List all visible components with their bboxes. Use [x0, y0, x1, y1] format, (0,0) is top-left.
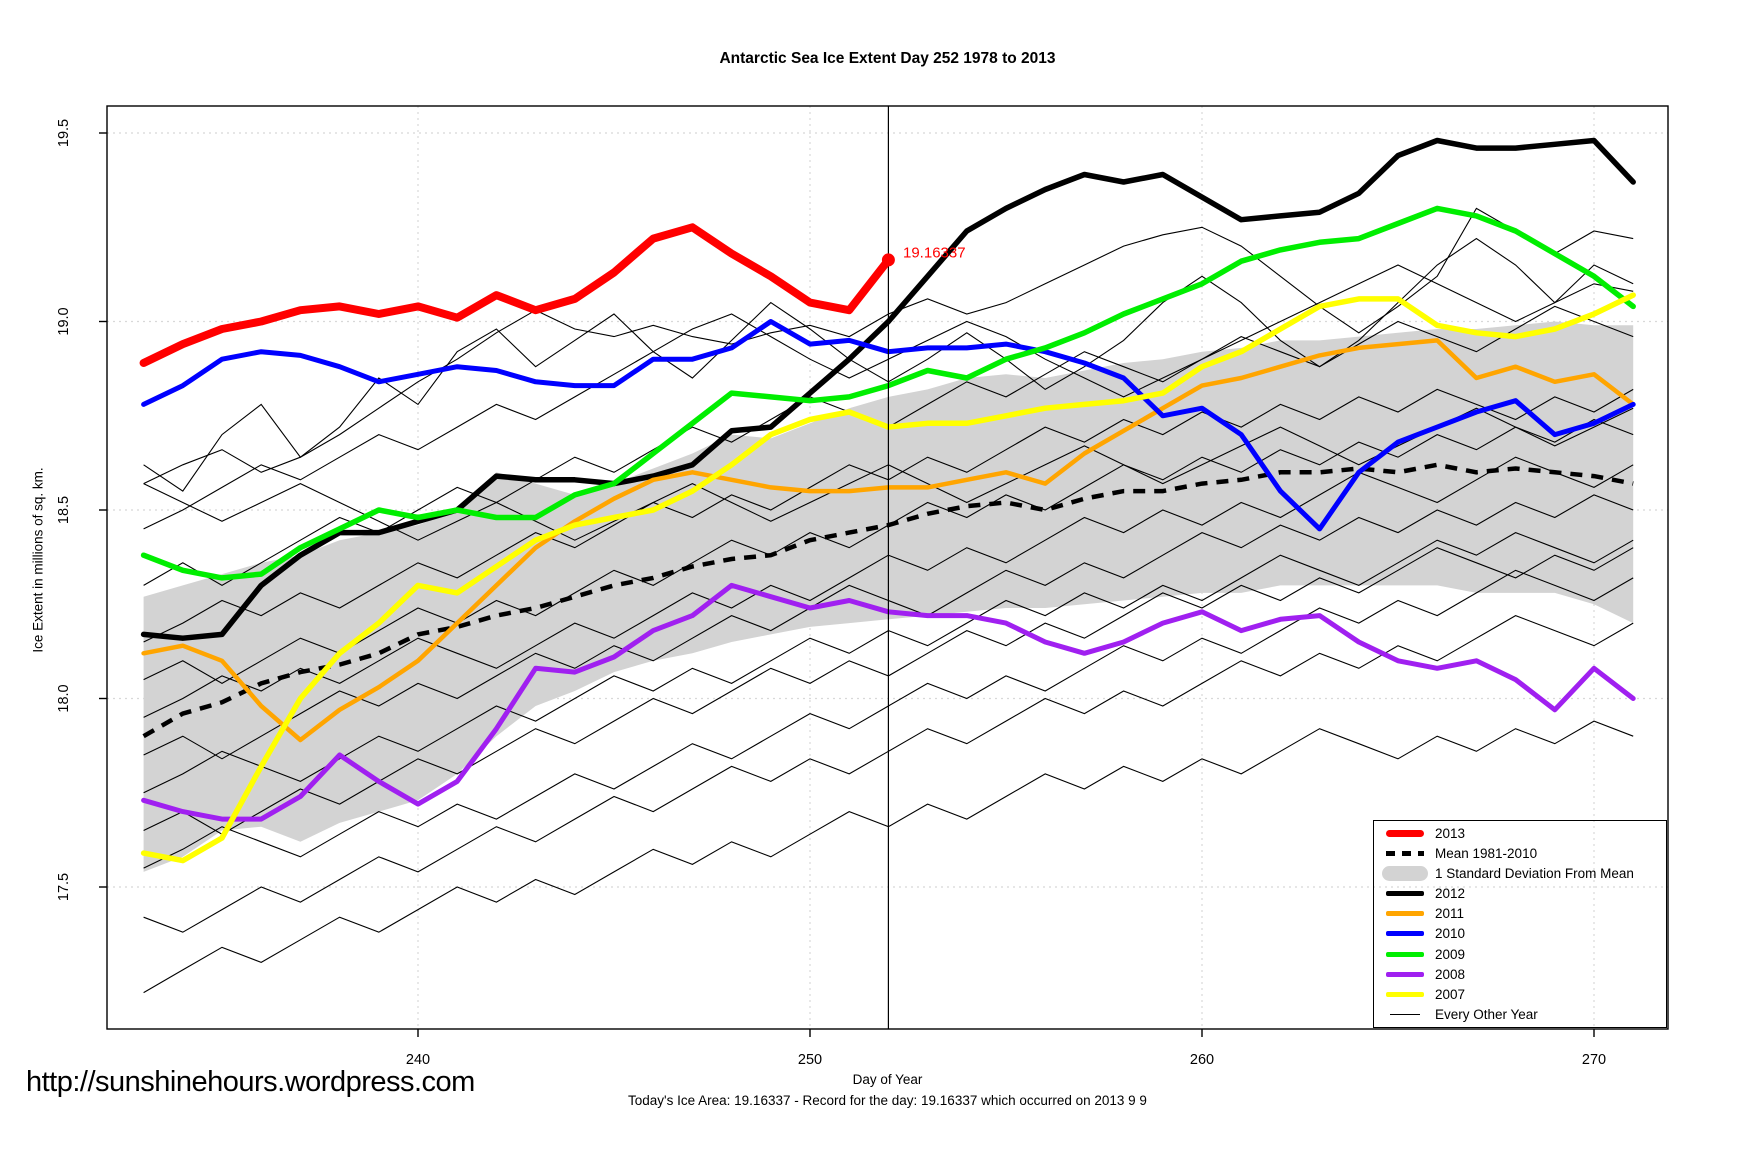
legend-item-2011: 2011 — [1374, 904, 1666, 923]
status-line: Today's Ice Area: 19.16337 - Record for … — [628, 1093, 1147, 1108]
legend-item-every-other-year: Every Other Year — [1374, 1005, 1666, 1024]
legend-item-2012: 2012 — [1374, 884, 1666, 903]
x-tick-label: 260 — [1190, 1052, 1214, 1068]
y-tick-label: 19.5 — [56, 119, 72, 147]
legend-box: 2013 Mean 1981-2010 1 Standard Deviation F… — [1373, 820, 1667, 1028]
record-value-annotation: 19.16337 — [903, 244, 966, 262]
x-tick-label: 240 — [406, 1052, 430, 1068]
legend-label: 2013 — [1435, 826, 1466, 842]
legend-medium-swatch — [1386, 971, 1424, 977]
legend-swatch-box — [1382, 891, 1428, 897]
site-url-text: http://sunshinehours.wordpress.com — [26, 1066, 475, 1098]
legend-swatch-box — [1382, 851, 1428, 857]
legend-item-2010: 2010 — [1374, 924, 1666, 943]
x-tick-label: 270 — [1582, 1052, 1606, 1068]
legend-dashed-swatch — [1386, 851, 1424, 857]
legend-label: 1 Standard Deviation From Mean — [1435, 866, 1634, 882]
legend-swatch-box — [1382, 991, 1428, 997]
legend-swatch-box — [1382, 971, 1428, 977]
legend-medium-swatch — [1386, 951, 1424, 957]
legend-label: Every Other Year — [1435, 1006, 1538, 1022]
legend-swatch-box — [1382, 866, 1428, 882]
legend-label: 2007 — [1435, 986, 1466, 1002]
legend-medium-swatch — [1386, 911, 1424, 917]
legend-label: 2009 — [1435, 946, 1466, 962]
legend-item-2008: 2008 — [1374, 965, 1666, 984]
legend-medium-swatch — [1386, 891, 1424, 897]
legend-label: Mean 1981-2010 — [1435, 846, 1538, 862]
x-axis-title: Day of Year — [852, 1072, 923, 1087]
y-tick-label: 18.0 — [56, 684, 72, 712]
legend-band-swatch — [1382, 866, 1428, 882]
legend-item-mean-1981-2010: Mean 1981-2010 — [1374, 844, 1666, 863]
legend-swatch-box — [1382, 931, 1428, 937]
y-tick-label: 19.0 — [56, 307, 72, 335]
plot-border — [106, 105, 1669, 1030]
legend-thick-swatch — [1386, 830, 1424, 838]
legend-label: 2011 — [1435, 906, 1465, 922]
legend-medium-swatch — [1386, 931, 1424, 937]
series-2013 — [139, 223, 893, 367]
legend-label: 2010 — [1435, 926, 1466, 942]
x-tick-label: 250 — [798, 1052, 822, 1068]
legend-item-1-standard-deviation-from-mean: 1 Standard Deviation From Mean — [1374, 864, 1666, 883]
legend-label: 2012 — [1435, 886, 1466, 902]
legend-item-2013: 2013 — [1374, 824, 1666, 843]
record-point-marker — [881, 253, 895, 267]
legend-thin-swatch — [1390, 1013, 1420, 1016]
legend-medium-swatch — [1386, 991, 1424, 997]
legend-label: 2008 — [1435, 966, 1466, 982]
legend-item-2009: 2009 — [1374, 945, 1666, 964]
y-tick-label: 17.5 — [56, 873, 72, 901]
legend-swatch-box — [1382, 830, 1428, 838]
legend-swatch-box — [1382, 951, 1428, 957]
chart-title: Antarctic Sea Ice Extent Day 252 1978 to… — [719, 50, 1056, 67]
y-tick-label: 18.5 — [56, 496, 72, 524]
legend-item-2007: 2007 — [1374, 985, 1666, 1004]
legend-swatch-box — [1382, 1013, 1428, 1016]
legend-swatch-box — [1382, 911, 1428, 917]
